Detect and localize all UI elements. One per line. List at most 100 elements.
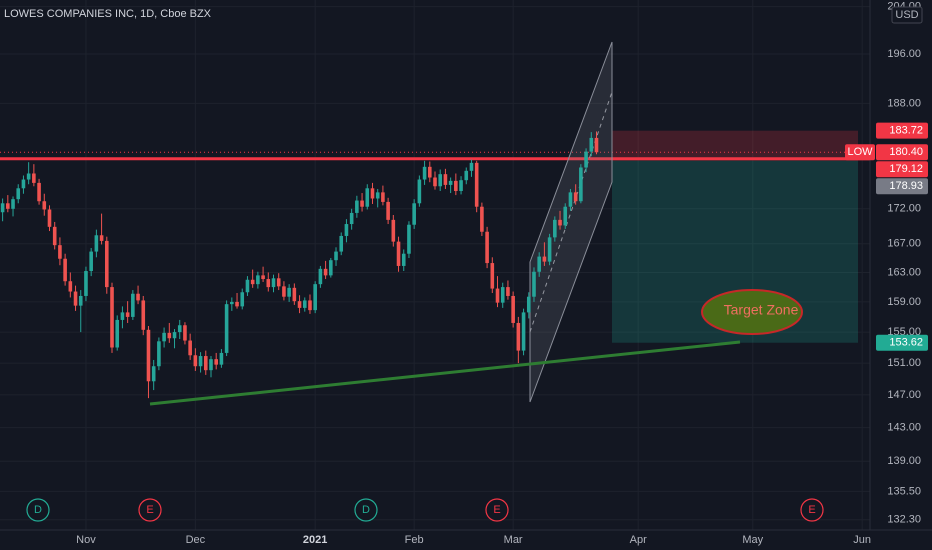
candle-body (58, 245, 62, 259)
y-tick-label: 132.30 (887, 514, 921, 526)
candle-body (11, 199, 15, 209)
candle-body (323, 268, 328, 276)
candle-body (6, 203, 10, 209)
y-tick-label: 188.00 (887, 97, 921, 109)
candle-body (396, 241, 401, 266)
candle-body (287, 287, 291, 297)
x-tick-label: Apr (630, 534, 647, 546)
candle-body (99, 235, 104, 241)
candle-body (427, 166, 432, 178)
candle-body (209, 359, 213, 371)
candle-body (584, 151, 588, 168)
candle-body (579, 167, 583, 202)
candle-body (37, 182, 41, 202)
candle-body (391, 219, 396, 242)
candle-body (0, 203, 5, 213)
candle-body (464, 170, 469, 181)
candle-body (42, 201, 47, 210)
y-tick-label: 196.00 (887, 48, 921, 60)
candles (0, 131, 599, 399)
candle-body (89, 251, 93, 272)
candle-body (438, 174, 443, 187)
candle-body (454, 180, 458, 192)
candle-body (412, 203, 416, 225)
candle-body (47, 209, 52, 227)
candle-body (532, 271, 536, 297)
candle-body (240, 292, 245, 307)
candle-body (250, 279, 255, 285)
y-tick-label: 159.00 (887, 296, 921, 308)
candle-body (16, 188, 21, 200)
candle-body (459, 180, 463, 192)
candle-body (401, 253, 406, 266)
price-tag-label: 179.12 (889, 163, 923, 175)
y-tick-label: 151.00 (887, 357, 921, 369)
candle-body (500, 287, 505, 303)
event-label: E (146, 504, 153, 516)
x-tick-label: 2021 (303, 534, 327, 546)
candle-body (172, 332, 177, 339)
y-tick-label: 163.00 (887, 266, 921, 278)
candle-body (594, 137, 599, 153)
candle-body (344, 224, 349, 236)
price-tag (876, 161, 928, 178)
x-tick-label: Nov (76, 534, 96, 546)
y-tick-label: 135.50 (887, 485, 921, 497)
event-label: D (362, 504, 370, 516)
candle-body (261, 275, 265, 280)
x-tick-label: Dec (186, 534, 206, 546)
grid (0, 0, 870, 530)
candle-body (448, 180, 453, 185)
candle-body (183, 325, 187, 341)
candle-body (334, 251, 338, 261)
target-zone-label: Target Zone (724, 302, 799, 318)
y-tick-label: 143.00 (887, 421, 921, 433)
candle-body (219, 352, 224, 365)
price-tag-label: 178.93 (889, 180, 923, 192)
support-trendline (149, 340, 741, 406)
candle-body (21, 179, 26, 189)
x-tick-label: May (742, 534, 763, 546)
candle-body (214, 359, 218, 365)
candle-body (521, 312, 526, 351)
candle-body (63, 258, 67, 282)
candle-body (256, 275, 260, 285)
candle-body (407, 224, 411, 254)
candle-body (84, 271, 88, 296)
candle-body (370, 188, 375, 199)
price-tag (876, 122, 928, 139)
y-tick-label: 147.00 (887, 389, 921, 401)
candle-body (568, 192, 573, 207)
candle-body (474, 162, 479, 207)
price-tag-name-box (845, 144, 875, 161)
candle-body (73, 291, 78, 306)
candle-body (32, 173, 36, 183)
candle-body (110, 287, 114, 348)
chart-title: LOWES COMPANIES INC, 1D, Cboe BZX (4, 8, 212, 20)
candle-body (120, 312, 125, 320)
candle-body (157, 341, 161, 367)
candle-body (141, 300, 146, 330)
price-tag-label: 180.40 (889, 146, 923, 158)
candle-body (188, 340, 192, 356)
candle-body (203, 356, 208, 371)
candle-body (297, 301, 302, 308)
candle-body (443, 174, 448, 185)
candle-body (198, 356, 203, 367)
y-tick-label: 167.00 (887, 238, 921, 250)
currency-box (891, 6, 923, 24)
candle-body (542, 256, 547, 262)
channel-midline (529, 91, 613, 333)
candle-body (230, 301, 234, 305)
candle-body (131, 293, 135, 317)
candle-body (375, 192, 380, 199)
price-tag (876, 178, 928, 195)
candle-body (125, 312, 130, 317)
currency-label: USD (895, 9, 918, 21)
stop-zone (612, 130, 858, 161)
candle-body (355, 200, 359, 213)
event-label: D (34, 504, 42, 516)
